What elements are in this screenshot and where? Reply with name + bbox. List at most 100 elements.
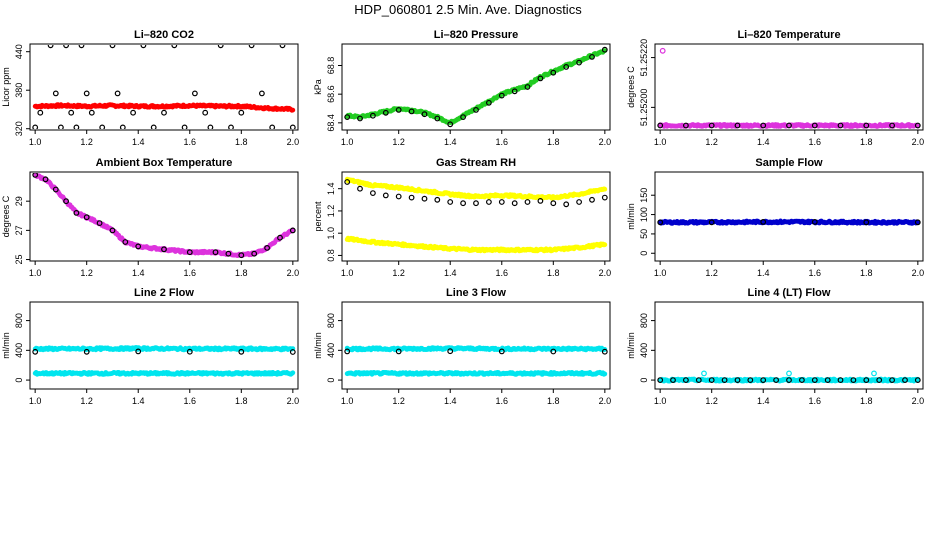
data-point bbox=[289, 124, 296, 129]
y-tick-label: 51.25200 bbox=[639, 89, 649, 127]
data-point bbox=[602, 371, 608, 377]
data-point bbox=[279, 45, 286, 49]
data-point bbox=[563, 201, 570, 208]
data-point bbox=[140, 45, 147, 49]
y-axis-label: ml/min bbox=[1, 332, 11, 359]
data-point bbox=[811, 122, 818, 129]
y-tick-label: 1.0 bbox=[326, 227, 336, 240]
x-tick-label: 1.8 bbox=[547, 137, 560, 147]
series-1 bbox=[344, 345, 608, 353]
data-point bbox=[78, 45, 85, 49]
data-point bbox=[602, 242, 608, 248]
data-point bbox=[47, 45, 54, 49]
data-point bbox=[498, 348, 505, 355]
x-tick-label: 1.0 bbox=[341, 396, 354, 406]
chart-panel-1: Li–820 CO2 Licor ppm 1.0 1.2 1.4 1.6 1.8 2.0 320… bbox=[1, 29, 299, 147]
data-point bbox=[876, 377, 883, 384]
data-point bbox=[447, 199, 454, 205]
data-point bbox=[537, 197, 544, 204]
data-point bbox=[130, 109, 137, 116]
data-point bbox=[408, 194, 415, 201]
data-point bbox=[811, 218, 818, 225]
plot-area bbox=[344, 46, 608, 128]
data-point bbox=[370, 190, 376, 197]
data-point bbox=[73, 209, 80, 216]
data-point bbox=[370, 112, 376, 119]
data-point bbox=[550, 69, 557, 76]
x-tick-label: 1.6 bbox=[496, 137, 509, 147]
series-3 bbox=[344, 179, 608, 208]
x-tick-label: 2.0 bbox=[912, 396, 925, 406]
x-tick-label: 1.8 bbox=[235, 137, 248, 147]
y-tick-label: 0 bbox=[639, 378, 649, 383]
data-point bbox=[576, 59, 582, 66]
y-tick-label: 0 bbox=[326, 378, 336, 383]
data-point bbox=[708, 219, 715, 226]
chart-title: Ambient Box Temperature bbox=[96, 157, 233, 169]
data-point bbox=[602, 186, 608, 192]
x-tick-label: 1.2 bbox=[392, 396, 405, 406]
x-tick-label: 1.4 bbox=[444, 268, 457, 278]
x-tick-label: 1.0 bbox=[654, 396, 667, 406]
x-tick-label: 1.4 bbox=[444, 137, 457, 147]
y-axis-label: degrees C bbox=[626, 66, 636, 108]
data-point bbox=[212, 249, 219, 256]
data-point bbox=[550, 200, 557, 207]
y-tick-label: 1.4 bbox=[326, 182, 336, 195]
data-point bbox=[760, 218, 767, 225]
data-point bbox=[863, 377, 870, 384]
data-point bbox=[447, 348, 454, 355]
x-tick-label: 1.4 bbox=[757, 396, 770, 406]
data-point bbox=[498, 92, 505, 99]
data-point bbox=[563, 63, 570, 70]
plot-frame bbox=[29, 171, 299, 262]
y-tick-label: 68.6 bbox=[326, 85, 336, 103]
series-1 bbox=[657, 218, 921, 226]
data-point bbox=[863, 122, 870, 129]
x-tick-label: 2.0 bbox=[599, 268, 612, 278]
data-point bbox=[589, 196, 595, 203]
y-tick-label: 68.8 bbox=[326, 57, 336, 75]
x-tick-label: 1.0 bbox=[29, 268, 42, 278]
data-point bbox=[37, 109, 44, 116]
data-point bbox=[701, 370, 707, 377]
chart-title: Line 3 Flow bbox=[446, 287, 506, 299]
x-tick-label: 1.2 bbox=[392, 137, 405, 147]
data-point bbox=[68, 109, 75, 116]
data-point bbox=[135, 243, 142, 250]
data-point bbox=[747, 377, 754, 384]
x-tick-label: 1.0 bbox=[654, 137, 667, 147]
plot-frame bbox=[29, 43, 299, 131]
x-tick-label: 1.0 bbox=[341, 268, 354, 278]
x-tick-label: 1.6 bbox=[496, 396, 509, 406]
y-tick-label: 400 bbox=[639, 343, 649, 358]
plot-area bbox=[32, 173, 296, 259]
data-point bbox=[395, 106, 402, 113]
x-tick-label: 1.6 bbox=[809, 137, 822, 147]
x-tick-label: 1.4 bbox=[444, 396, 457, 406]
plot-area bbox=[32, 45, 296, 129]
data-point bbox=[486, 99, 492, 106]
y-tick-label: 68.4 bbox=[326, 114, 336, 132]
y-tick-label: 0.8 bbox=[326, 249, 336, 262]
plot-area bbox=[344, 345, 608, 377]
data-point bbox=[473, 200, 479, 207]
x-tick-label: 1.0 bbox=[29, 137, 42, 147]
plot-area bbox=[32, 345, 296, 377]
data-point bbox=[83, 90, 90, 97]
y-tick-label: 50 bbox=[639, 229, 649, 239]
data-point bbox=[289, 349, 296, 355]
data-point bbox=[83, 348, 90, 355]
data-point bbox=[259, 90, 265, 97]
data-point bbox=[657, 377, 664, 384]
y-axis-label: ml/min bbox=[313, 332, 323, 359]
data-point bbox=[460, 200, 467, 207]
x-tick-label: 1.2 bbox=[705, 396, 718, 406]
data-point bbox=[695, 377, 702, 384]
y-tick-label: 800 bbox=[639, 313, 649, 328]
data-point bbox=[683, 377, 689, 384]
data-point bbox=[357, 115, 363, 122]
plot-frame bbox=[654, 171, 924, 262]
x-tick-label: 1.6 bbox=[184, 137, 197, 147]
